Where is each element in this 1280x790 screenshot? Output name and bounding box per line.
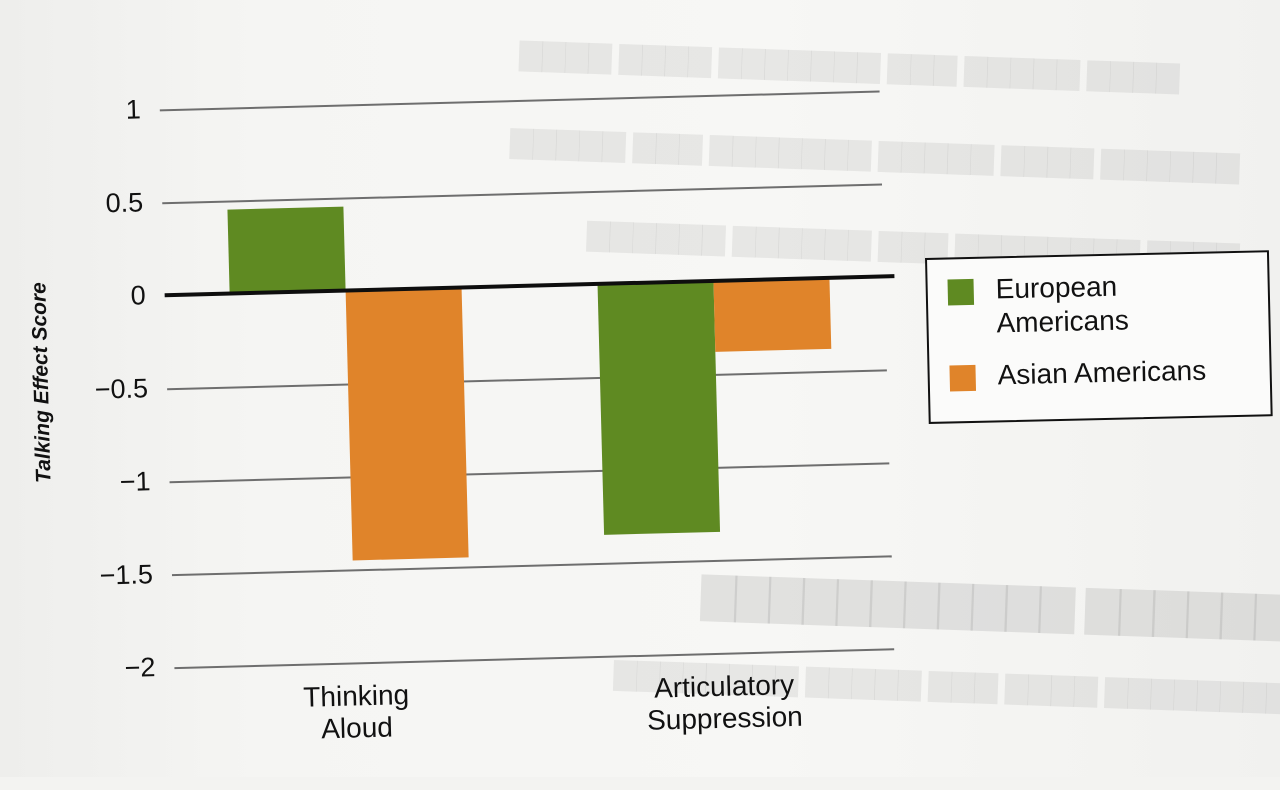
gridline: [169, 462, 890, 484]
x-category-line: Suppression: [646, 700, 804, 736]
bar-european-americans-thinking-aloud: [227, 206, 346, 294]
y-tick-label: −2: [124, 652, 156, 683]
x-category-label: Thinking Aloud: [303, 679, 410, 746]
bar-asian-americans-articulatory-suppression: [713, 277, 832, 352]
legend-swatch-orange: [949, 364, 977, 392]
legend-swatch-green: [947, 278, 975, 306]
legend-item-asian-americans: Asian Americans: [949, 354, 1207, 393]
gridline: [162, 183, 883, 205]
gridline: [167, 369, 887, 391]
x-category-line: Aloud: [320, 711, 394, 745]
legend-label: Asian Americans: [997, 354, 1207, 391]
y-tick-label: 1: [125, 94, 142, 125]
y-tick-label: 0.5: [105, 187, 144, 219]
y-tick-label: 0: [130, 280, 147, 311]
gridline: [159, 90, 880, 112]
y-tick-label: −0.5: [94, 373, 149, 405]
y-axis-label: Talking Effect Score: [27, 281, 56, 484]
legend-item-european-americans: European Americans: [947, 269, 1129, 340]
bar-asian-americans-thinking-aloud: [345, 287, 469, 561]
gridline: [171, 555, 892, 577]
legend-label: European Americans: [995, 270, 1130, 338]
x-category-line: Articulatory: [653, 668, 795, 704]
gridline: [174, 648, 895, 670]
x-category-label: Articulatory Suppression: [646, 669, 803, 737]
x-category-line: Thinking: [302, 679, 410, 713]
legend: European Americans Asian Americans: [925, 250, 1273, 424]
y-tick-label: −1.5: [99, 559, 154, 591]
bar-european-americans-articulatory-suppression: [597, 280, 721, 535]
y-tick-label: −1: [119, 466, 151, 498]
